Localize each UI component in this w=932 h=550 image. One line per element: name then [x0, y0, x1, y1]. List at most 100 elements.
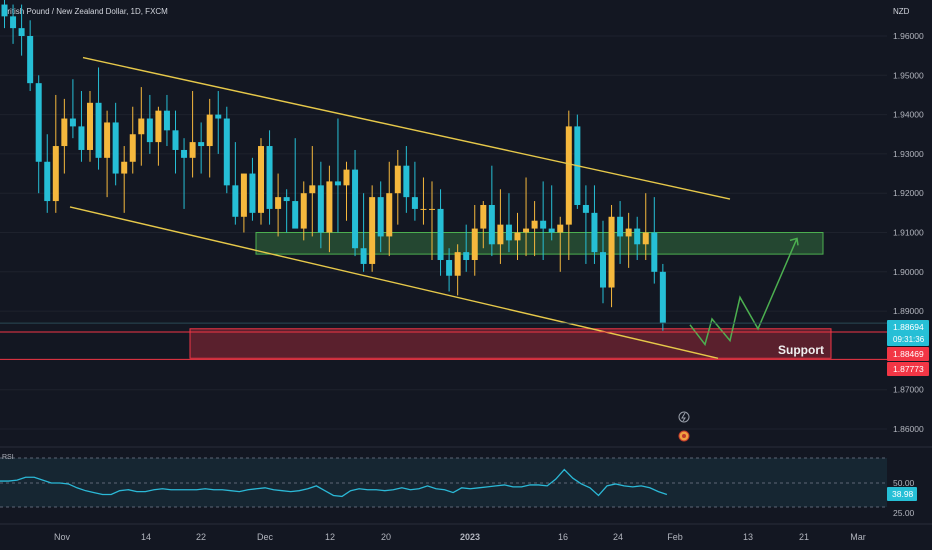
candle[interactable]: [95, 67, 102, 170]
candle[interactable]: [35, 75, 42, 194]
candle-body: [300, 193, 307, 229]
candle[interactable]: [369, 185, 376, 272]
candle[interactable]: [625, 212, 632, 268]
candle-body: [44, 161, 51, 202]
candle[interactable]: [155, 106, 162, 166]
candle[interactable]: [505, 193, 512, 253]
candle[interactable]: [497, 189, 504, 264]
candle[interactable]: [574, 114, 581, 209]
candle[interactable]: [557, 216, 564, 272]
candle[interactable]: [377, 181, 384, 253]
candle[interactable]: [540, 181, 547, 261]
candle[interactable]: [275, 173, 282, 237]
candle[interactable]: [454, 244, 461, 296]
candle[interactable]: [420, 177, 427, 225]
candle[interactable]: [429, 181, 435, 261]
candle[interactable]: [189, 91, 196, 178]
time-tick-label: Nov: [54, 532, 71, 542]
candle-body: [258, 146, 264, 213]
candle[interactable]: [480, 201, 487, 249]
candle[interactable]: [78, 91, 85, 162]
candle[interactable]: [112, 102, 119, 186]
candle[interactable]: [659, 263, 666, 331]
candle[interactable]: [634, 216, 641, 261]
candles[interactable]: [1, 0, 666, 331]
price-axis[interactable]: 1.96000 1.95000 1.94000 1.93000 1.92000 1.910…: [893, 31, 924, 434]
flag-event-icon[interactable]: [678, 430, 690, 442]
candle[interactable]: [172, 110, 179, 174]
candle[interactable]: [87, 91, 93, 162]
candle[interactable]: [69, 79, 76, 139]
rsi-tick-50: 50.00: [893, 478, 915, 488]
candle[interactable]: [600, 220, 606, 304]
candle[interactable]: [61, 98, 68, 174]
candle-body: [1, 4, 8, 17]
candle[interactable]: [181, 138, 188, 209]
candle[interactable]: [514, 212, 521, 261]
candle[interactable]: [360, 193, 367, 272]
candle[interactable]: [292, 138, 299, 229]
candle-body: [163, 110, 170, 131]
candle[interactable]: [215, 91, 222, 154]
candle[interactable]: [10, 4, 17, 44]
candle[interactable]: [411, 161, 418, 221]
projection-path: [689, 237, 799, 347]
time-axis[interactable]: Nov 14 22 Dec 12 20 2023 16 24 Feb 13 21 Mar: [54, 532, 866, 542]
candle[interactable]: [266, 130, 273, 225]
candle[interactable]: [163, 94, 170, 147]
candle-body: [78, 126, 85, 150]
candle[interactable]: [317, 161, 324, 249]
price-tick-label: 1.86000: [893, 424, 924, 434]
candle[interactable]: [146, 94, 153, 154]
candle[interactable]: [283, 189, 290, 233]
candle[interactable]: [334, 118, 341, 233]
candle[interactable]: [300, 181, 307, 241]
candle[interactable]: [258, 138, 264, 225]
candle[interactable]: [531, 201, 538, 257]
candle[interactable]: [617, 201, 624, 264]
candle[interactable]: [651, 197, 658, 284]
candle[interactable]: [309, 146, 316, 237]
candle[interactable]: [394, 149, 401, 225]
candle[interactable]: [121, 146, 128, 213]
candle[interactable]: [471, 204, 478, 276]
candle[interactable]: [548, 185, 555, 241]
projection-arrowhead: [789, 237, 799, 246]
candle[interactable]: [52, 94, 59, 213]
candle[interactable]: [463, 224, 470, 272]
candle[interactable]: [240, 173, 247, 233]
candle[interactable]: [488, 165, 495, 257]
candle[interactable]: [582, 185, 589, 264]
candle[interactable]: [232, 142, 239, 225]
candle[interactable]: [27, 20, 34, 92]
candle[interactable]: [446, 248, 453, 292]
rsi-line: [0, 468, 668, 498]
candle-body: [198, 142, 205, 147]
candle[interactable]: [206, 98, 213, 178]
candle[interactable]: [1, 0, 8, 29]
candle[interactable]: [403, 146, 410, 213]
candle[interactable]: [591, 185, 598, 264]
candle[interactable]: [223, 106, 230, 194]
countdown-value: 09:31:36: [893, 335, 925, 344]
candle[interactable]: [249, 157, 256, 221]
candle[interactable]: [642, 193, 649, 261]
candle-body: [240, 173, 247, 217]
support-zone: [189, 328, 832, 359]
candle[interactable]: [18, 4, 25, 56]
candle[interactable]: [352, 149, 359, 257]
candle[interactable]: [437, 189, 444, 276]
lightning-event-icon[interactable]: [678, 411, 690, 423]
candle[interactable]: [386, 161, 393, 257]
candle[interactable]: [565, 110, 572, 261]
candle[interactable]: [343, 161, 350, 221]
candle[interactable]: [523, 177, 530, 257]
candle[interactable]: [608, 204, 615, 308]
candle[interactable]: [198, 122, 205, 174]
candle[interactable]: [138, 87, 145, 166]
candle[interactable]: [44, 134, 51, 213]
candle[interactable]: [326, 165, 333, 253]
candle[interactable]: [104, 110, 111, 198]
candle[interactable]: [129, 106, 136, 174]
